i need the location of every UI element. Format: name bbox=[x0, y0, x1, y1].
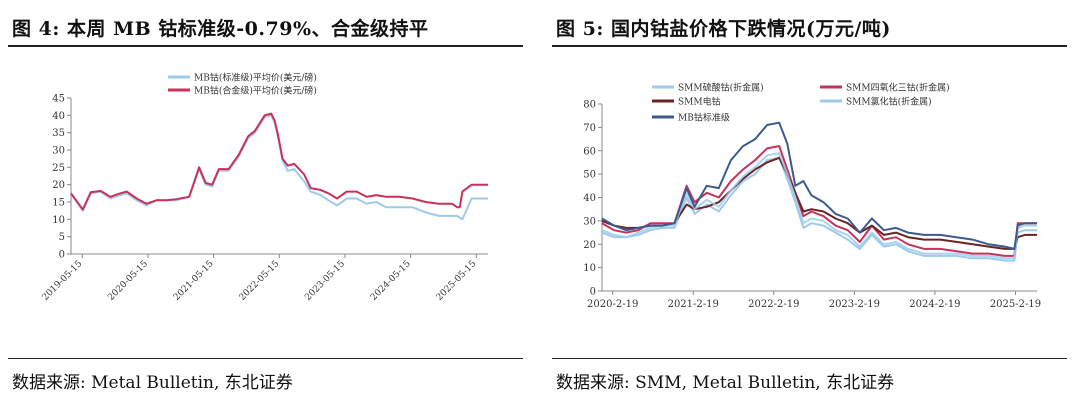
y-tick-label: 10 bbox=[583, 263, 596, 274]
legend-label-3: SMM电钴 bbox=[678, 96, 721, 108]
figure-4-chart: 0 5 10 15 20 25 30 35 40 45 2019-05-15 2020-05-15 20… bbox=[41, 72, 488, 303]
figure-5-panel: 图 5: 国内钴盐价格下跌情况(万元/吨) 0 10 20 30 40 50 60 70 80 2… bbox=[552, 0, 1072, 406]
x-tick-label: 2025-2-19 bbox=[990, 299, 1041, 310]
y-tick-label: 25 bbox=[52, 163, 65, 174]
y-tick-label: 50 bbox=[583, 170, 596, 181]
series-line-4 bbox=[601, 152, 1037, 260]
figure-4-source: 数据来源: Metal Bulletin, 东北证券 bbox=[12, 373, 293, 393]
figure-5-top-rule bbox=[552, 45, 1067, 47]
legend-label-2: MB钴(合金级)平均价(美元/磅) bbox=[194, 85, 317, 97]
figure-5-bottom-rule bbox=[552, 358, 1067, 359]
y-tick-label: 30 bbox=[52, 146, 65, 157]
y-tick-label: 0 bbox=[59, 250, 65, 261]
x-tick-label: 2025-05-15 bbox=[435, 259, 479, 303]
x-tick-label: 2024-05-15 bbox=[369, 259, 413, 303]
y-tick-label: 60 bbox=[583, 146, 596, 157]
x-tick-label: 2020-05-15 bbox=[106, 259, 150, 303]
x-tick-label: 2024-2-19 bbox=[909, 299, 960, 310]
figure-4-top-rule bbox=[8, 45, 523, 47]
y-tick-label: 20 bbox=[583, 240, 596, 251]
figure-4-bottom-rule bbox=[8, 358, 523, 359]
x-tick-label: 2023-2-19 bbox=[829, 299, 880, 310]
legend-label-1: SMM硫酸钴(折金属) bbox=[678, 82, 764, 94]
y-tick-label: 70 bbox=[583, 123, 596, 134]
legend-label-4: SMM氯化钴(折金属) bbox=[846, 96, 932, 108]
y-tick-label: 40 bbox=[583, 193, 596, 204]
x-tick-label: 2022-2-19 bbox=[748, 299, 799, 310]
series-line-2 bbox=[70, 112, 488, 211]
figure-5-title: 图 5: 国内钴盐价格下跌情况(万元/吨) bbox=[556, 18, 891, 40]
y-tick-label: 10 bbox=[52, 215, 65, 226]
y-tick-label: 5 bbox=[59, 232, 65, 243]
x-tick-label: 2020-2-19 bbox=[587, 299, 638, 310]
figure-4-panel: 图 4: 本周 MB 钴标准级-0.79%、合金级持平 0 5 10 15 20 25 30… bbox=[8, 0, 528, 406]
y-tick-label: 40 bbox=[52, 111, 65, 122]
series-line-1 bbox=[70, 114, 488, 221]
y-tick-label: 15 bbox=[52, 198, 65, 209]
y-tick-label: 80 bbox=[583, 100, 596, 111]
series-line-5 bbox=[601, 121, 1037, 250]
x-tick-label: 2021-2-19 bbox=[668, 299, 719, 310]
figure-5-source: 数据来源: SMM, Metal Bulletin, 东北证券 bbox=[556, 373, 895, 393]
x-tick-label: 2022-05-15 bbox=[238, 259, 282, 303]
legend-label-1: MB钴(标准级)平均价(美元/磅) bbox=[194, 72, 317, 84]
series-line-3 bbox=[601, 156, 1037, 250]
figure-5-chart: 0 10 20 30 40 50 60 70 80 2020-2-19 2021-2-19 2022-… bbox=[583, 82, 1041, 311]
y-tick-label: 0 bbox=[590, 287, 596, 298]
legend-label-5: MB钴标准级 bbox=[678, 112, 730, 124]
x-tick-label: 2019-05-15 bbox=[41, 259, 85, 303]
y-tick-label: 30 bbox=[583, 216, 596, 227]
figure-4-title: 图 4: 本周 MB 钴标准级-0.79%、合金级持平 bbox=[12, 18, 429, 40]
y-tick-label: 45 bbox=[52, 94, 65, 105]
y-tick-label: 35 bbox=[52, 128, 65, 139]
x-tick-label: 2023-05-15 bbox=[303, 259, 347, 303]
y-tick-label: 20 bbox=[52, 180, 65, 191]
x-tick-label: 2021-05-15 bbox=[172, 259, 216, 303]
legend-label-2: SMM四氧化三钴(折金属) bbox=[846, 82, 950, 94]
